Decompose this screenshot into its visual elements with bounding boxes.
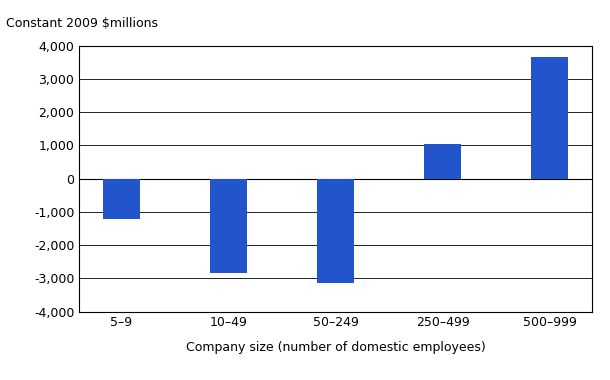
Bar [424,144,461,179]
Bar [102,179,140,218]
Bar [531,57,569,179]
Bar [210,179,247,273]
Text: Constant 2009 $millions: Constant 2009 $millions [6,17,158,30]
Bar [317,179,354,283]
X-axis label: Company size (number of domestic employees): Company size (number of domestic employe… [185,340,486,353]
